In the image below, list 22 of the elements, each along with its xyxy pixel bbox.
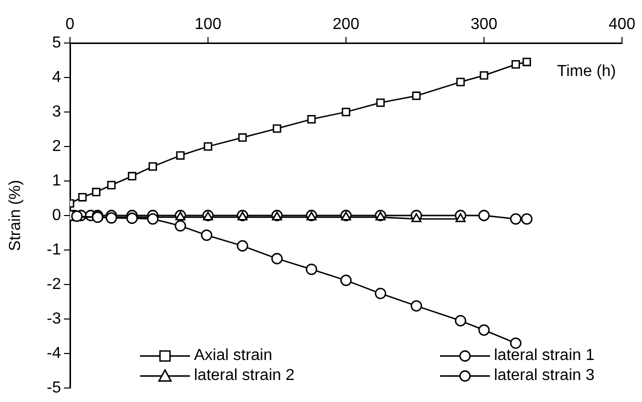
y-axis-title: Strain (%) <box>7 180 24 252</box>
y-tick-label: -3 <box>46 310 62 328</box>
y-tick-label: 5 <box>52 34 62 52</box>
x-tick-label: 300 <box>470 16 498 33</box>
x-tick-label: 0 <box>66 16 75 33</box>
y-tick-label: -1 <box>46 241 62 258</box>
y-tick-label: 0 <box>52 206 62 224</box>
legend-label: lateral strain 2 <box>194 367 294 385</box>
y-tick-label: 2 <box>52 138 62 155</box>
legend-label: lateral strain 1 <box>494 347 594 365</box>
y-tick-label: -5 <box>46 379 62 396</box>
y-tick-label: 1 <box>52 172 62 190</box>
x-tick-label: 100 <box>194 16 222 33</box>
y-tick-label: 3 <box>52 103 62 120</box>
legend-label: lateral strain 3 <box>494 367 594 385</box>
x-tick-label: 200 <box>332 16 360 33</box>
y-tick-label: -4 <box>46 344 62 362</box>
x-tick-label: 400 <box>608 16 636 33</box>
x-axis-title: Time (h) <box>557 63 616 81</box>
y-tick-label: -2 <box>46 276 62 293</box>
y-tick-label: 4 <box>52 68 62 86</box>
legend-label: Axial strain <box>194 347 272 365</box>
